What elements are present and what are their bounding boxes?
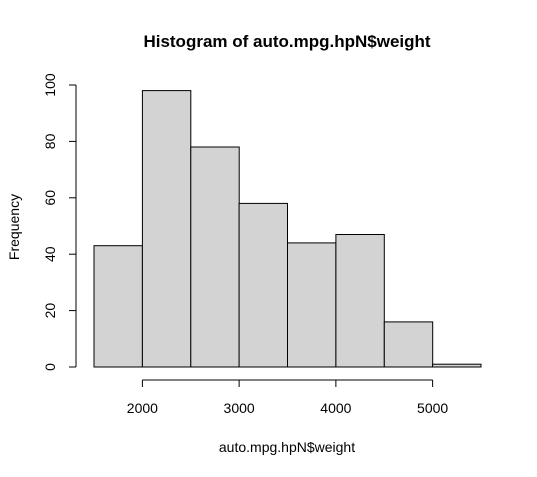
histogram-bar-8 (432, 363, 482, 368)
x-axis: 2000 3000 4000 5000 (127, 379, 448, 416)
x-tick-label: 4000 (320, 400, 351, 416)
x-tick-label: 3000 (224, 400, 255, 416)
histogram-bar-5 (287, 242, 337, 368)
histogram-bar-1 (93, 245, 143, 368)
histogram-bar-3 (190, 146, 240, 368)
histogram-bar-7 (383, 321, 434, 368)
y-tick-label: 40 (42, 246, 58, 262)
histogram-bar-4 (238, 202, 289, 368)
x-tick-label: 2000 (127, 400, 158, 416)
y-tick-label: 60 (42, 190, 58, 206)
y-tick-label: 100 (42, 73, 58, 97)
y-tick-label: 20 (42, 303, 58, 319)
y-tick-label: 0 (42, 363, 58, 371)
y-tick-label: 80 (42, 133, 58, 149)
histogram-bar-6 (335, 234, 385, 368)
bars-layer (93, 90, 482, 368)
x-axis-label: auto.mpg.hpN$weight (219, 439, 355, 455)
x-tick-label: 5000 (417, 400, 448, 416)
histogram-bar-2 (141, 90, 192, 368)
y-axis-label: Frequency (6, 194, 22, 260)
chart-title: Histogram of auto.mpg.hpN$weight (143, 32, 430, 51)
y-axis: 0 20 40 60 80 100 (42, 73, 77, 371)
